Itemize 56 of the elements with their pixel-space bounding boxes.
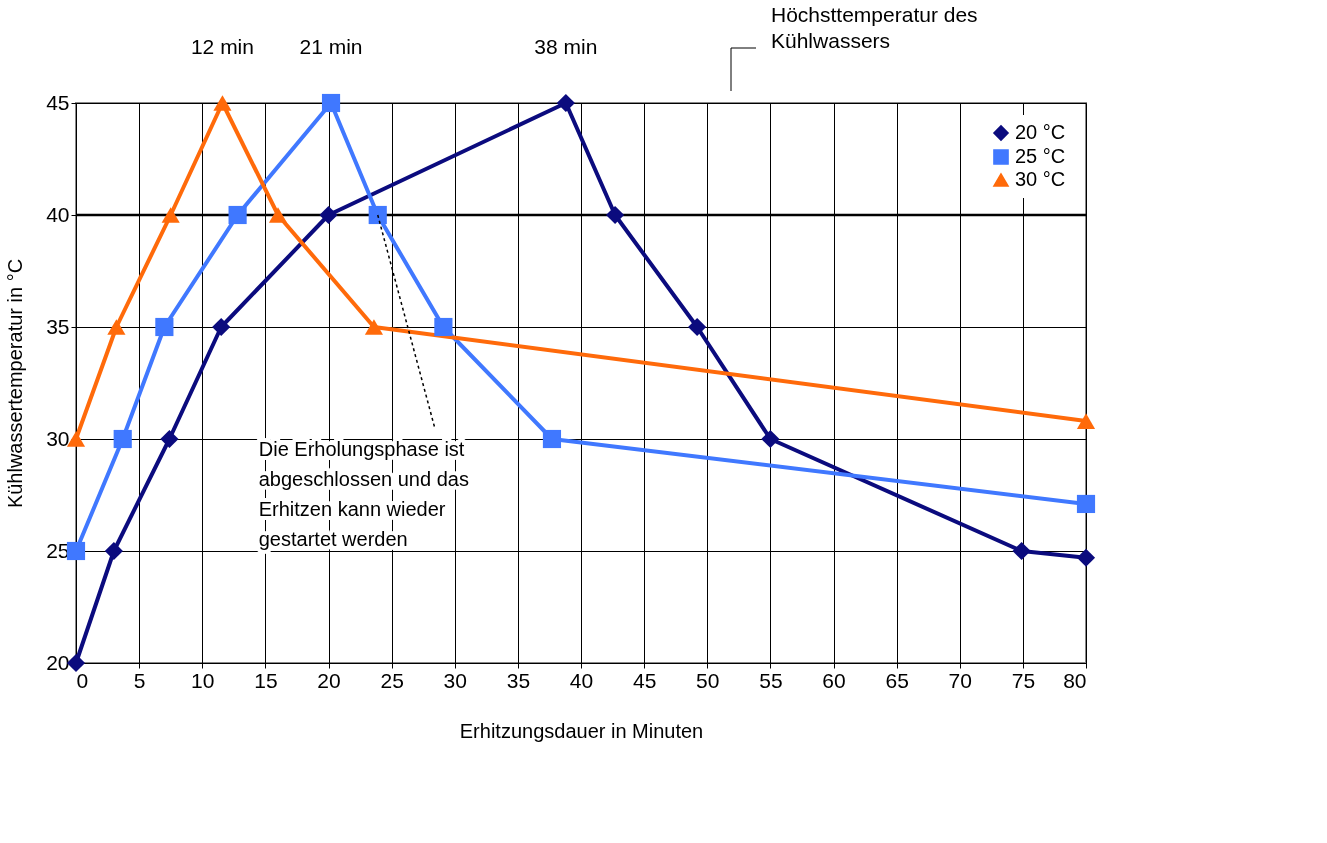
point xyxy=(761,429,780,449)
point xyxy=(160,429,179,449)
y-tick-label: 45 xyxy=(46,90,70,114)
point xyxy=(1076,494,1096,514)
y-axis-title: Kühlwassertemperatur in °C xyxy=(4,258,27,509)
x-tick-label: 40 xyxy=(569,668,594,692)
legend-label: 30 °C xyxy=(1015,168,1066,190)
point xyxy=(212,317,231,337)
x-axis-title: Erhitzungsdauer in Minuten xyxy=(459,719,704,742)
y-tick-label: 35 xyxy=(46,314,70,338)
y-tick-label: 30 xyxy=(46,426,70,450)
legend-label: 25 °C xyxy=(1015,145,1066,167)
x-tick-label: 15 xyxy=(254,668,278,692)
point xyxy=(434,317,453,337)
x-tick-label: 55 xyxy=(759,668,783,692)
x-tick-label: 45 xyxy=(632,668,657,692)
point xyxy=(155,317,174,337)
x-tick-label: 35 xyxy=(506,668,531,692)
point xyxy=(556,93,575,113)
x-tick-label: 60 xyxy=(822,668,846,692)
point xyxy=(364,319,384,335)
point xyxy=(688,317,707,337)
point xyxy=(161,207,180,223)
point xyxy=(66,541,86,561)
x-tick-label: 50 xyxy=(696,668,720,692)
x-tick-label: 65 xyxy=(885,668,909,692)
x-tick-label: 80 xyxy=(1063,668,1087,692)
annotation: 21 min xyxy=(299,35,363,58)
x-tick-label: 0 xyxy=(76,668,89,692)
annotation: 12 min xyxy=(190,35,254,58)
point xyxy=(113,429,132,449)
point xyxy=(1012,541,1031,561)
legend-label: 20 °C xyxy=(1015,121,1066,143)
y-tick-label: 20 xyxy=(46,650,70,674)
point xyxy=(542,429,562,449)
point xyxy=(107,319,126,335)
point xyxy=(606,205,625,225)
point xyxy=(228,205,247,225)
point xyxy=(1076,413,1096,429)
point xyxy=(321,93,341,113)
point xyxy=(319,205,338,225)
x-tick-label: 10 xyxy=(191,668,215,692)
x-tick-label: 20 xyxy=(317,668,341,692)
x-tick-label: 70 xyxy=(948,668,972,692)
point xyxy=(1076,548,1096,567)
text: Höchsttemperatur des Kühlwassers xyxy=(771,3,978,52)
x-tick-label: 30 xyxy=(443,668,467,692)
point xyxy=(213,95,232,111)
x-tick-label: 5 xyxy=(133,668,146,692)
point xyxy=(368,205,387,225)
point xyxy=(268,207,288,223)
annotation: 38 min xyxy=(534,35,598,58)
x-tick-label: 25 xyxy=(380,668,404,692)
y-tick-label: 40 xyxy=(46,202,70,226)
x-tick-label: 75 xyxy=(1011,668,1036,692)
point xyxy=(104,541,123,561)
